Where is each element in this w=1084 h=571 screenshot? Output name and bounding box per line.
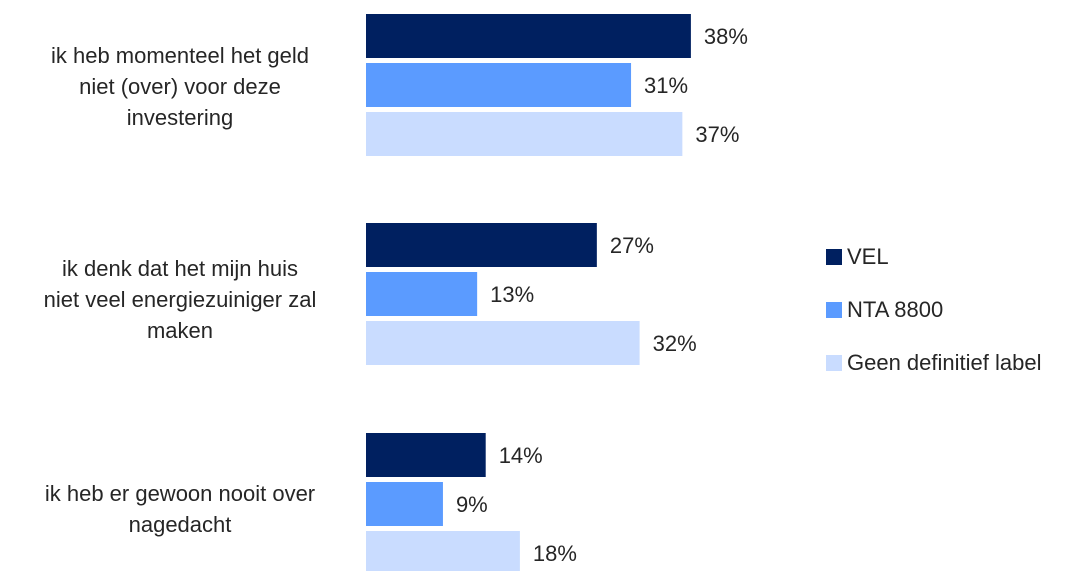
legend-item-vel: VEL: [826, 230, 1041, 283]
category-label-1-line-3: investering: [126, 105, 234, 130]
data-label-vel-cat-3: 14%: [499, 443, 543, 468]
bar-vel-cat-2: [366, 223, 597, 267]
category-label-2-line-2: niet veel energiezuiniger zal: [43, 287, 317, 312]
data-label-vel-cat-1: 38%: [704, 24, 748, 49]
bar-vel-cat-3: [366, 433, 486, 477]
bar-vel-cat-1: [366, 14, 691, 58]
data-label-geen-definitief-label-cat-1: 37%: [695, 122, 739, 147]
category-label-3-line-1: ik heb er gewoon nooit over: [44, 481, 316, 506]
bar-geen-definitief-label-cat-3: [366, 531, 520, 571]
category-label-3: ik heb er gewoon nooit over nagedacht: [10, 478, 350, 540]
category-label-2: ik denk dat het mijn huis niet veel energ…: [10, 253, 350, 346]
legend-label-geen-definitief-label: Geen definitief label: [847, 349, 1042, 375]
category-label-1: ik heb momenteel het geld niet (over) voo…: [10, 40, 350, 133]
legend-swatch-nta-8800: [826, 301, 842, 318]
data-label-nta-8800-cat-1: 31%: [644, 73, 688, 98]
legend-label-vel: VEL: [847, 243, 889, 269]
data-label-nta-8800-cat-3: 9%: [456, 492, 488, 517]
legend-swatch-geen-definitief-label: [826, 354, 842, 371]
data-label-geen-definitief-label-cat-3: 18%: [533, 541, 577, 566]
data-label-vel-cat-2: 27%: [610, 233, 654, 258]
data-label-geen-definitief-label-cat-2: 32%: [653, 331, 697, 356]
bar-geen-definitief-label-cat-1: [366, 112, 683, 156]
category-label-1-line-1: ik heb momenteel het geld: [50, 43, 310, 68]
category-label-2-line-3: maken: [146, 318, 214, 343]
category-label-3-line-2: nagedacht: [128, 512, 232, 537]
legend-item-nta-8800: NTA 8800: [826, 283, 1041, 336]
data-label-nta-8800-cat-2: 13%: [490, 282, 534, 307]
legend: VEL NTA 8800 Geen definitief label: [826, 230, 1041, 389]
legend-label-nta-8800: NTA 8800: [847, 296, 944, 322]
bar-geen-definitief-label-cat-2: [366, 321, 640, 365]
legend-swatch-vel: [826, 248, 842, 265]
bar-nta-8800-cat-1: [366, 63, 632, 107]
bar-nta-8800-cat-3: [366, 482, 443, 526]
bar-nta-8800-cat-2: [366, 272, 478, 316]
category-label-1-line-2: niet (over) voor deze: [79, 74, 281, 99]
legend-item-geen-definitief-label: Geen definitief label: [826, 336, 1041, 389]
category-label-2-line-1: ik denk dat het mijn huis: [61, 256, 299, 281]
